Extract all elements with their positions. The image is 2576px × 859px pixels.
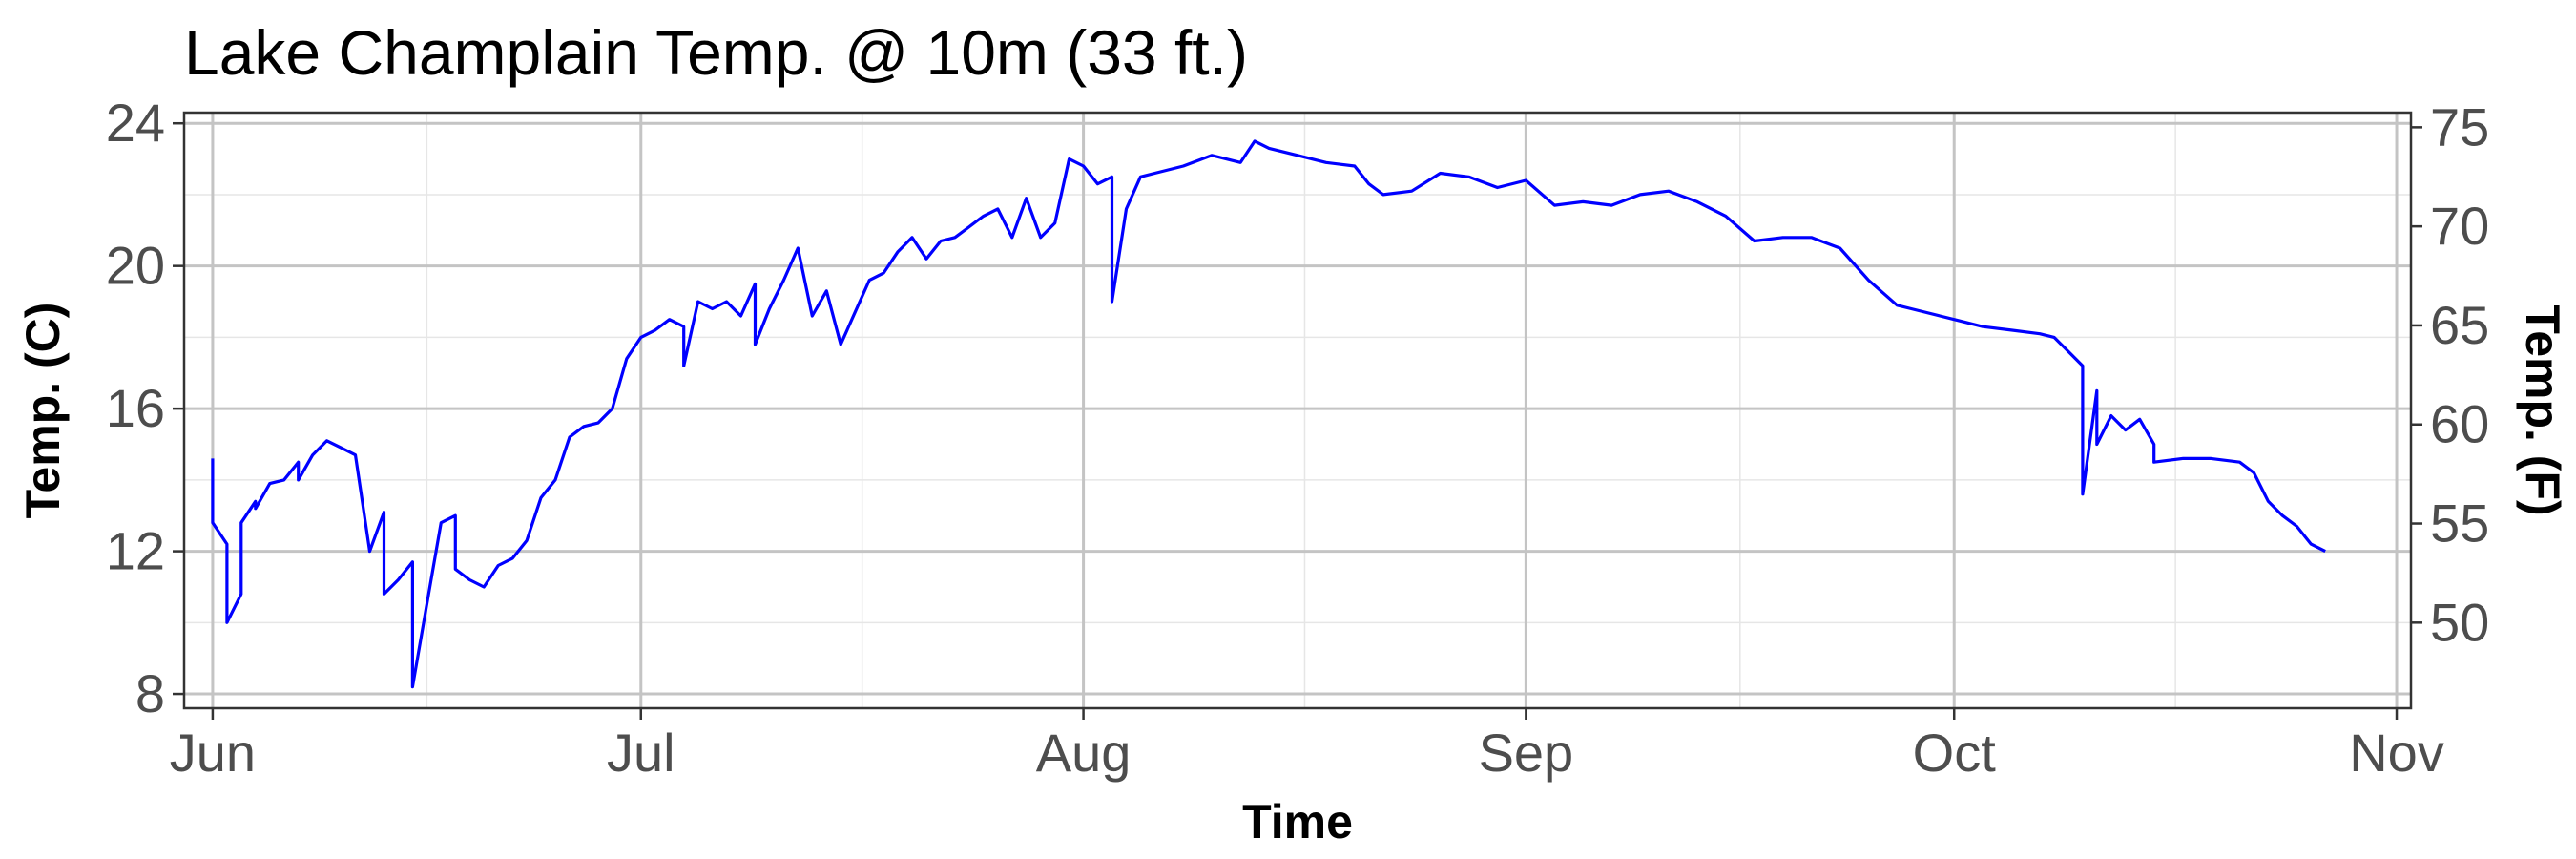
y-tick-label: 8 xyxy=(135,663,165,723)
y2-axis-title: Temp. (F) xyxy=(2516,304,2569,515)
plot-border xyxy=(182,111,2413,710)
x-tick-label: Jul xyxy=(607,723,675,783)
x-axis-title: Time xyxy=(1242,795,1353,849)
y-axis-right: 50 55 60 65 70 75 xyxy=(2411,96,2489,652)
y2-tick-label: 60 xyxy=(2430,394,2489,454)
x-axis: Jun Jul Aug Sep Oct Nov xyxy=(170,708,2444,783)
x-tick-label: Sep xyxy=(1479,723,1574,783)
x-tick-label: Oct xyxy=(1913,723,1997,783)
y2-tick-label: 55 xyxy=(2430,493,2489,554)
y2-tick-label: 65 xyxy=(2430,295,2489,355)
y-tick-label: 16 xyxy=(106,378,165,438)
x-tick-label: Jun xyxy=(170,723,256,783)
x-tick-label: Nov xyxy=(2349,723,2444,783)
y-tick-label: 20 xyxy=(106,236,165,296)
plot-panel xyxy=(184,113,2411,708)
x-tick-label: Aug xyxy=(1036,723,1132,783)
y-tick-label: 12 xyxy=(106,521,165,581)
y-axis-title: Temp. (C) xyxy=(16,303,70,519)
y-tick-label: 24 xyxy=(106,93,165,153)
major-gridlines xyxy=(184,113,2411,708)
y2-tick-label: 50 xyxy=(2430,592,2489,652)
y2-tick-label: 75 xyxy=(2430,96,2489,157)
y-axis-left: 8 12 16 20 24 xyxy=(106,93,184,723)
y2-tick-label: 70 xyxy=(2430,196,2489,256)
chart-title: Lake Champlain Temp. @ 10m (33 ft.) xyxy=(184,17,1248,88)
temperature-series-line xyxy=(211,139,2326,689)
